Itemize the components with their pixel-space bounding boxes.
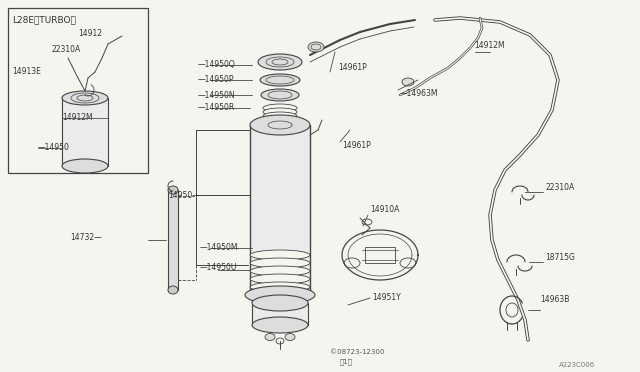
Bar [168, 190, 178, 290]
Ellipse shape [258, 54, 302, 70]
Bar [250, 125, 310, 295]
Text: 14910A: 14910A [370, 205, 399, 215]
Text: 14950—: 14950— [168, 190, 200, 199]
Text: —14950R: —14950R [198, 103, 236, 112]
Ellipse shape [308, 42, 324, 52]
Text: 14912M: 14912M [62, 113, 93, 122]
Ellipse shape [250, 250, 310, 260]
Text: 14732—: 14732— [70, 234, 102, 243]
Text: —14950P: —14950P [198, 76, 234, 84]
Ellipse shape [250, 115, 310, 135]
Text: —14963M: —14963M [400, 90, 438, 99]
Bar [8, 8, 148, 173]
Ellipse shape [62, 91, 108, 105]
Ellipse shape [168, 186, 178, 194]
Ellipse shape [252, 295, 308, 311]
Text: 18715G: 18715G [545, 253, 575, 263]
Bar [252, 303, 308, 325]
Text: 22310A: 22310A [545, 183, 574, 192]
Ellipse shape [250, 258, 310, 268]
Ellipse shape [402, 78, 414, 86]
Text: （1）: （1） [340, 359, 353, 365]
Text: —14950Q: —14950Q [198, 60, 236, 68]
Text: 14961P: 14961P [342, 141, 371, 150]
Ellipse shape [245, 286, 315, 304]
Ellipse shape [285, 334, 295, 340]
Ellipse shape [265, 334, 275, 340]
Text: 14961P: 14961P [338, 64, 367, 73]
Ellipse shape [261, 89, 299, 101]
Text: 22310A: 22310A [52, 45, 81, 55]
Text: —14950U: —14950U [200, 263, 237, 273]
Ellipse shape [252, 317, 308, 333]
Ellipse shape [263, 112, 297, 120]
Ellipse shape [250, 266, 310, 276]
Text: 14912M: 14912M [474, 41, 504, 49]
Ellipse shape [250, 274, 310, 284]
Text: —14950M: —14950M [200, 244, 239, 253]
Text: 14963B: 14963B [540, 295, 570, 305]
Ellipse shape [250, 282, 310, 292]
Text: 14951Y: 14951Y [372, 294, 401, 302]
Ellipse shape [62, 159, 108, 173]
Text: L28E〈TURBO〉: L28E〈TURBO〉 [12, 16, 76, 25]
Bar [365, 247, 395, 263]
Ellipse shape [263, 104, 297, 112]
Bar [62, 98, 108, 166]
Ellipse shape [263, 108, 297, 116]
Text: A223C006: A223C006 [559, 362, 595, 368]
Ellipse shape [168, 286, 178, 294]
Text: —14950: —14950 [38, 144, 70, 153]
Ellipse shape [260, 74, 300, 86]
Text: 14912: 14912 [78, 29, 102, 38]
Text: —14950N: —14950N [198, 90, 236, 99]
Text: ©08723-12300: ©08723-12300 [330, 349, 385, 355]
Text: 14913E: 14913E [12, 67, 41, 77]
